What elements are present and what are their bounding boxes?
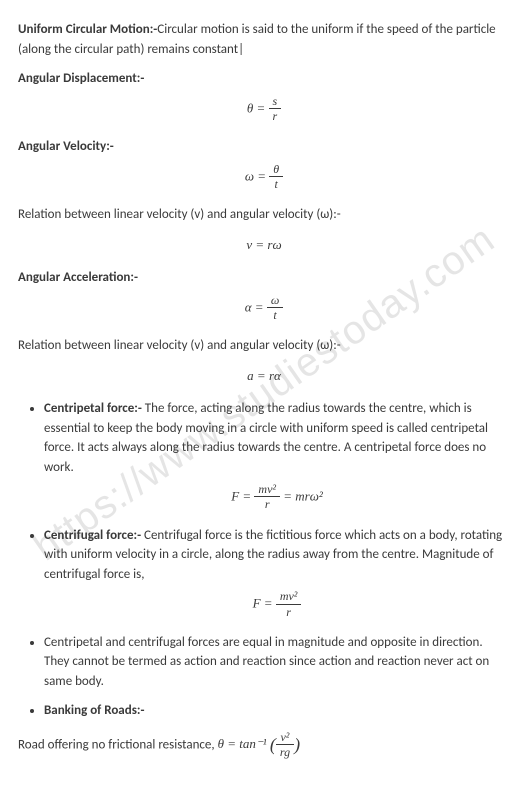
fraction: θ t xyxy=(269,163,283,192)
fraction: mv² r xyxy=(254,483,280,512)
relation2-title: Relation between linear velocity (v) and… xyxy=(18,336,510,356)
fraction: s r xyxy=(269,95,282,124)
formula-lhs: F = xyxy=(231,489,254,504)
centripetal-formula: F = mv² r = mrω² xyxy=(44,483,510,512)
denominator: t xyxy=(267,308,283,322)
formula-lhs: θ = xyxy=(247,100,265,115)
numerator: mv² xyxy=(254,483,280,497)
relation1-formula: v = rω xyxy=(18,235,510,255)
centrifugal-title: Centrifugal force:- xyxy=(44,528,141,543)
list-item: Centrifugal force:- Centrifugal force is… xyxy=(44,526,510,619)
centrifugal-formula: F = mv² r xyxy=(44,590,510,619)
list-item: Centripetal force:- The force, acting al… xyxy=(44,399,510,512)
banking-text: Road offering no frictional resistance, xyxy=(18,737,218,752)
equal-text: Centripetal and centrifugal forces are e… xyxy=(44,635,489,689)
angular-velocity-formula: ω = θ t xyxy=(18,163,510,192)
angular-displacement-formula: θ = s r xyxy=(18,95,510,124)
document-content: Uniform Circular Motion:-Circular motion… xyxy=(18,20,510,759)
angular-velocity-title: Angular Velocity:- xyxy=(18,137,510,157)
intro-paragraph: Uniform Circular Motion:-Circular motion… xyxy=(18,20,510,59)
numerator: mv² xyxy=(276,590,302,604)
formula-lhs: F = xyxy=(253,596,276,611)
bullet-list: Centripetal force:- The force, acting al… xyxy=(18,399,510,721)
numerator: ω xyxy=(267,294,283,308)
fraction: v² rg xyxy=(276,731,294,760)
intro-title: Uniform Circular Motion:- xyxy=(18,22,157,37)
list-item: Centripetal and centrifugal forces are e… xyxy=(44,633,510,692)
banking-formula: θ = tan⁻¹ ( v² rg ) xyxy=(218,736,301,751)
numerator: s xyxy=(269,95,282,109)
formula-rhs: = mrω² xyxy=(283,489,323,504)
relation1-title: Relation between linear velocity (v) and… xyxy=(18,205,510,225)
numerator: v² xyxy=(276,731,294,745)
denominator: rg xyxy=(276,745,294,759)
denominator: r xyxy=(276,605,302,619)
fraction: mv² r xyxy=(276,590,302,619)
denominator: t xyxy=(269,177,283,191)
angular-displacement-title: Angular Displacement:- xyxy=(18,69,510,89)
list-item: Banking of Roads:- xyxy=(44,701,510,721)
denominator: r xyxy=(269,109,282,123)
numerator: θ xyxy=(269,163,283,177)
angular-acceleration-formula: α = ω t xyxy=(18,294,510,323)
formula-lhs: θ = tan⁻¹ xyxy=(218,736,267,751)
relation2-formula: a = rα xyxy=(18,366,510,386)
formula-lhs: α = xyxy=(245,299,264,314)
banking-title: Banking of Roads:- xyxy=(44,703,144,718)
fraction: ω t xyxy=(267,294,283,323)
formula-lhs: ω = xyxy=(245,168,266,183)
angular-acceleration-title: Angular Acceleration:- xyxy=(18,268,510,288)
banking-paragraph: Road offering no frictional resistance, … xyxy=(18,731,510,760)
denominator: r xyxy=(254,497,280,511)
centripetal-title: Centripetal force:- xyxy=(44,401,142,416)
